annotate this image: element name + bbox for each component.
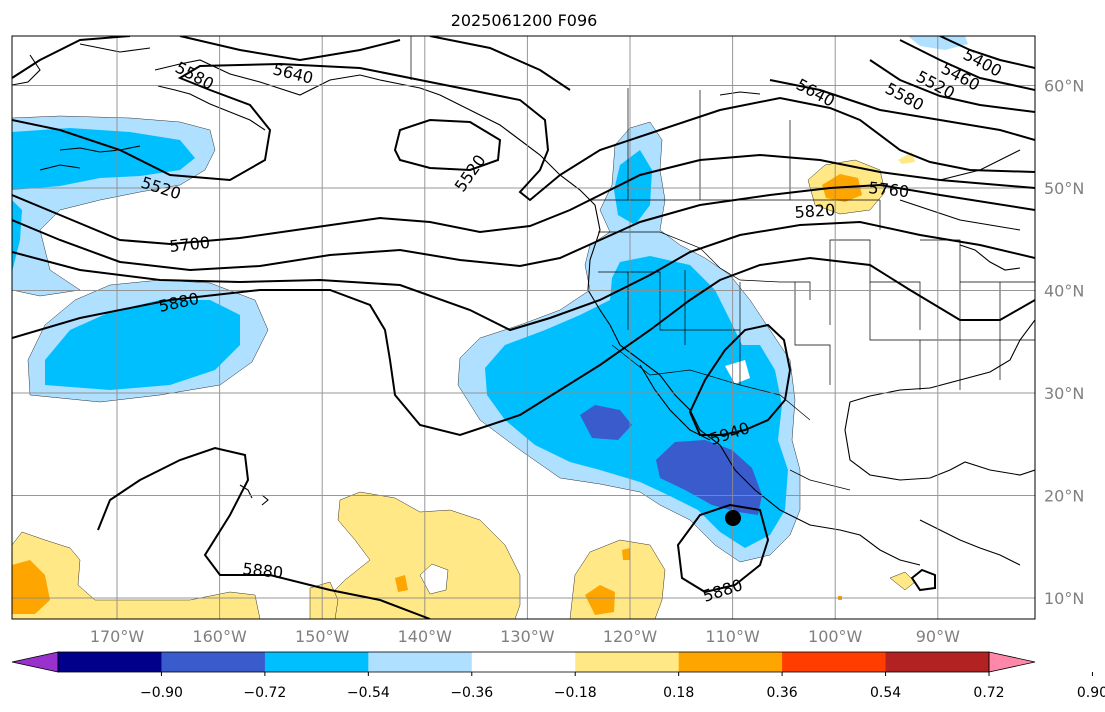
longitude-tick-label: 170°W <box>90 627 145 646</box>
longitude-tick-label: 140°W <box>398 627 453 646</box>
longitude-tick-label: 100°W <box>808 627 863 646</box>
contour-small-circle <box>910 568 936 592</box>
longitude-tick-labels: 170°W 160°W 150°W 140°W 130°W 120°W 110°W 100°W… <box>90 627 960 646</box>
colorbar-bin <box>264 652 369 672</box>
shade-region <box>585 585 615 615</box>
contour-label: 5880 <box>242 559 284 582</box>
shade-region <box>725 360 750 384</box>
latitude-tick-label: 20°N <box>1044 487 1084 506</box>
colorbar-bin <box>471 652 576 672</box>
colorbar-tick-label: 0.72 <box>973 685 1004 701</box>
colorbar-tick-label: 0.54 <box>870 685 901 701</box>
shade-region <box>12 560 50 614</box>
low-center-marker <box>725 510 741 526</box>
colorbar-tick-label: −0.36 <box>450 685 493 701</box>
contour-5520-ne <box>869 59 1035 113</box>
contour-5880-north <box>12 256 1035 437</box>
colorbar-frame <box>57 651 990 673</box>
gridlines <box>12 36 1035 619</box>
shade-region <box>580 405 632 440</box>
colorbar-bin <box>575 652 680 672</box>
colorbar-bin <box>782 652 887 672</box>
map-title: 2025061200 F096 <box>451 11 598 30</box>
contour-5400 <box>939 36 1035 69</box>
colorbar-tick-label: 0.36 <box>767 685 798 701</box>
longitude-tick-label: 150°W <box>295 627 350 646</box>
longitude-tick-label: 120°W <box>603 627 658 646</box>
colorbar-tick-label: 0.18 <box>663 685 694 701</box>
height-contours <box>12 36 1035 619</box>
shade-region <box>419 563 449 595</box>
contour-5640 <box>12 62 1035 202</box>
colorbar-bin <box>368 652 473 672</box>
longitude-tick-label: 130°W <box>500 627 555 646</box>
shade-region <box>309 581 339 619</box>
contour-5700 <box>12 153 1035 246</box>
colorbar-bin <box>678 652 783 672</box>
latitude-tick-label: 60°N <box>1044 77 1084 96</box>
longitude-tick-label: 110°W <box>705 627 760 646</box>
contour-5460 <box>899 39 1035 91</box>
contour-label: 5700 <box>168 233 210 256</box>
contour-5820 <box>12 220 1035 332</box>
latitude-tick-labels: 10°N 20°N 30°N 40°N 50°N 60°N <box>1044 77 1084 609</box>
political-borders <box>410 36 1035 491</box>
colorbar-bin <box>161 652 266 672</box>
colorbar: −0.90 −0.72 −0.54 −0.36 −0.18 0.18 0.36 0.54 0.7… <box>11 651 1105 701</box>
colorbar-bin <box>58 652 162 672</box>
colorbar-tick-label: −0.18 <box>554 685 597 701</box>
latitude-tick-label: 40°N <box>1044 282 1084 301</box>
contour-label: 5820 <box>794 200 836 222</box>
shade-region <box>622 548 630 560</box>
colorbar-tick-label: −0.90 <box>140 685 183 701</box>
colorbar-bin <box>885 652 990 672</box>
contour-label: 5760 <box>868 178 910 201</box>
map-panel: 5580 5640 5520 5700 5880 5520 5640 5580 … <box>11 35 1036 620</box>
contour-5760 <box>12 183 1035 272</box>
contour-5520 <box>393 118 502 172</box>
longitude-tick-label: 160°W <box>192 627 247 646</box>
shade-region <box>395 575 408 592</box>
contour-5880-mexico <box>676 503 770 594</box>
colorbar-tick-label: 0.90 <box>1077 685 1105 701</box>
shade-region <box>12 128 195 190</box>
shade-region <box>12 200 22 272</box>
latitude-tick-label: 50°N <box>1044 179 1084 198</box>
contour-5580 <box>12 36 1035 141</box>
shade-region <box>656 440 762 515</box>
shade-region <box>324 491 521 619</box>
latitude-tick-label: 10°N <box>1044 589 1084 608</box>
colorbar-extend-low <box>11 651 59 673</box>
contour-5880-south <box>97 446 431 619</box>
latitude-tick-label: 30°N <box>1044 384 1084 403</box>
contour-5940 <box>688 323 792 436</box>
colorbar-extend-high <box>988 651 1036 673</box>
map-frame <box>11 35 1036 620</box>
colorbar-tick-label: −0.72 <box>243 685 286 701</box>
shade-region <box>45 300 240 390</box>
longitude-tick-label: 90°W <box>916 627 960 646</box>
coastlines <box>12 43 1035 566</box>
colorbar-tick-label: −0.54 <box>347 685 390 701</box>
